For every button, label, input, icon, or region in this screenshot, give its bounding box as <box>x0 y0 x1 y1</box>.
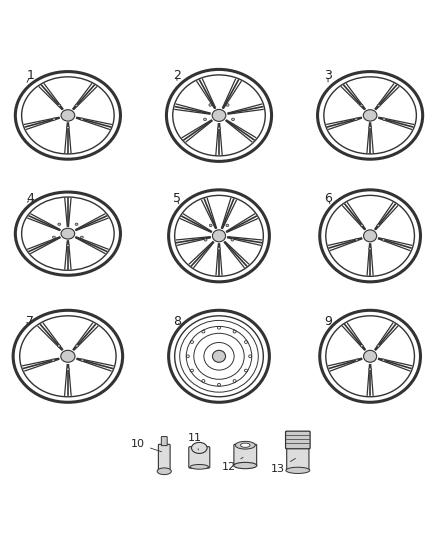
Ellipse shape <box>364 350 377 362</box>
Ellipse shape <box>377 345 380 347</box>
Ellipse shape <box>369 126 371 129</box>
Ellipse shape <box>191 442 207 454</box>
Ellipse shape <box>377 104 380 107</box>
Ellipse shape <box>234 462 257 469</box>
Text: 2: 2 <box>173 69 181 83</box>
Ellipse shape <box>383 118 385 120</box>
Ellipse shape <box>363 110 377 121</box>
Ellipse shape <box>81 359 84 361</box>
Ellipse shape <box>382 239 385 241</box>
Ellipse shape <box>204 118 206 120</box>
Ellipse shape <box>212 230 226 242</box>
Ellipse shape <box>355 118 357 120</box>
Text: 3: 3 <box>324 69 332 83</box>
Ellipse shape <box>67 244 69 246</box>
Ellipse shape <box>212 109 226 122</box>
Text: 1: 1 <box>26 69 34 83</box>
Text: 10: 10 <box>131 439 162 452</box>
Text: 13: 13 <box>271 458 296 474</box>
Ellipse shape <box>57 345 60 347</box>
Ellipse shape <box>209 224 212 227</box>
Ellipse shape <box>58 223 61 225</box>
Ellipse shape <box>75 345 78 347</box>
Text: 12: 12 <box>222 457 243 472</box>
FancyBboxPatch shape <box>159 445 170 472</box>
Ellipse shape <box>235 441 255 449</box>
Ellipse shape <box>360 224 363 227</box>
Ellipse shape <box>218 247 220 250</box>
Text: 5: 5 <box>173 192 181 205</box>
Ellipse shape <box>58 104 61 107</box>
Ellipse shape <box>369 247 371 250</box>
Ellipse shape <box>209 104 212 106</box>
Ellipse shape <box>364 230 377 242</box>
Text: 9: 9 <box>324 315 332 328</box>
Ellipse shape <box>369 368 371 370</box>
Text: 11: 11 <box>188 433 202 450</box>
Ellipse shape <box>52 359 55 361</box>
Ellipse shape <box>232 118 234 120</box>
Ellipse shape <box>212 350 226 362</box>
Ellipse shape <box>67 368 69 370</box>
Ellipse shape <box>355 359 358 361</box>
Text: 7: 7 <box>26 315 34 328</box>
Ellipse shape <box>204 239 207 241</box>
Ellipse shape <box>231 239 234 241</box>
Ellipse shape <box>75 104 78 107</box>
Ellipse shape <box>53 236 55 238</box>
Ellipse shape <box>218 127 220 130</box>
Ellipse shape <box>377 224 380 227</box>
Ellipse shape <box>226 104 229 106</box>
Text: 4: 4 <box>26 192 34 205</box>
Ellipse shape <box>286 467 310 473</box>
Ellipse shape <box>360 104 363 107</box>
Ellipse shape <box>360 345 363 347</box>
Text: 6: 6 <box>324 192 332 205</box>
Ellipse shape <box>355 239 358 241</box>
Ellipse shape <box>240 443 250 447</box>
Ellipse shape <box>157 468 171 474</box>
FancyBboxPatch shape <box>189 447 210 468</box>
Ellipse shape <box>61 228 75 239</box>
FancyBboxPatch shape <box>286 431 310 449</box>
Ellipse shape <box>67 126 69 129</box>
Ellipse shape <box>382 359 385 361</box>
Text: 8: 8 <box>173 315 181 328</box>
Ellipse shape <box>81 236 83 238</box>
FancyBboxPatch shape <box>234 445 257 465</box>
Ellipse shape <box>61 350 75 362</box>
Ellipse shape <box>53 118 55 120</box>
FancyBboxPatch shape <box>287 446 309 471</box>
Ellipse shape <box>81 118 83 120</box>
Ellipse shape <box>190 464 208 469</box>
Ellipse shape <box>226 224 229 227</box>
FancyBboxPatch shape <box>161 437 167 446</box>
Ellipse shape <box>75 223 78 225</box>
Ellipse shape <box>61 110 75 121</box>
